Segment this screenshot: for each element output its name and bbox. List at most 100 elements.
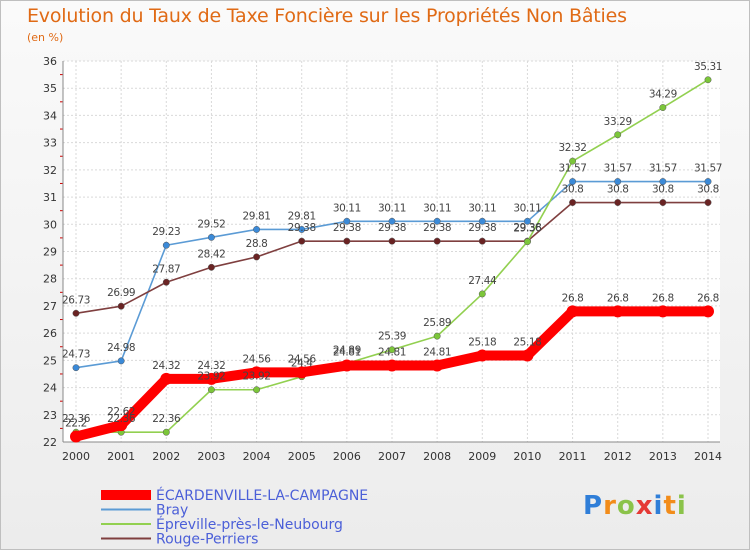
data-label: 29.38 (513, 222, 541, 234)
x-tick-label: 2006 (333, 450, 361, 463)
x-tick-label: 2005 (288, 450, 316, 463)
x-tick-label: 2003 (197, 450, 225, 463)
series-3-point (614, 199, 622, 206)
series-2-point (433, 332, 441, 340)
series-1-point (569, 178, 577, 186)
series-0-point (70, 430, 82, 443)
series-1-point (72, 364, 80, 372)
data-label: 29.38 (423, 222, 451, 234)
data-label: 24.32 (152, 360, 180, 372)
data-label: 23.92 (197, 371, 225, 383)
series-2-point (253, 386, 261, 394)
data-label: 25.18 (513, 336, 541, 348)
series-3-point (659, 199, 667, 206)
x-tick-label: 2007 (378, 450, 406, 463)
data-label: 22.62 (107, 406, 135, 418)
series-0-point (386, 359, 398, 372)
logo-letter: x (635, 491, 654, 521)
series-0-point (431, 359, 444, 372)
data-label: 27.44 (468, 275, 497, 287)
x-tick-label: 2008 (423, 450, 451, 463)
y-tick-label: 29 (43, 246, 57, 259)
series-3-point (433, 237, 441, 245)
data-label: 29.23 (152, 226, 180, 238)
x-tick-label: 2011 (559, 450, 587, 463)
x-tick-label: 2001 (107, 450, 135, 463)
legend-label: Rouge-Perriers (156, 532, 258, 548)
data-label: 31.57 (649, 163, 677, 175)
data-label: 29.38 (468, 222, 496, 234)
series-1-point (388, 217, 396, 225)
data-label: 29.38 (288, 222, 316, 234)
series-2-point (569, 157, 577, 165)
series-2-point (523, 238, 531, 246)
series-0-point (476, 349, 489, 362)
data-label: 24.98 (107, 342, 135, 354)
data-label: 31.57 (694, 163, 722, 175)
data-label: 22.36 (107, 413, 136, 425)
series-1-point (659, 178, 667, 186)
series-1-point (433, 217, 441, 225)
series-3-point (253, 253, 261, 261)
x-tick-label: 2013 (649, 450, 677, 463)
data-label: 30.11 (468, 202, 496, 214)
data-label: 24.4 (291, 358, 313, 370)
data-label: 22.36 (62, 413, 91, 425)
series-1-point (343, 217, 351, 225)
series-1-point (117, 357, 125, 365)
data-label: 25.18 (468, 336, 496, 348)
y-tick-label: 34 (43, 109, 57, 122)
data-label: 30.8 (562, 184, 584, 196)
data-label: 30.11 (333, 202, 361, 214)
data-label: 33.29 (604, 116, 632, 128)
data-label: 26.73 (62, 294, 90, 306)
data-label: 24.56 (243, 353, 272, 365)
series-3-point (72, 309, 80, 317)
y-tick-label: 22 (43, 436, 57, 449)
data-label: 24.81 (423, 347, 451, 359)
y-tick-label: 32 (43, 164, 57, 177)
data-label: 31.57 (559, 163, 587, 175)
series-2-point (388, 346, 396, 354)
data-label: 29.38 (333, 222, 361, 234)
x-tick-label: 2009 (468, 450, 496, 463)
y-tick-label: 24 (43, 382, 57, 395)
data-label: 26.8 (697, 292, 719, 304)
series-0-point (205, 372, 218, 385)
data-label: 31.57 (604, 163, 632, 175)
y-tick-label: 30 (43, 218, 57, 231)
x-tick-label: 2002 (152, 450, 180, 463)
series-0-point (295, 366, 308, 379)
y-tick-label: 36 (43, 55, 57, 68)
series-3-point (569, 199, 577, 206)
data-label: 29.38 (378, 222, 406, 234)
series-1-point (478, 217, 486, 225)
data-label: 25.89 (423, 317, 451, 329)
x-tick-label: 2010 (513, 450, 541, 463)
y-tick-label: 23 (43, 409, 57, 422)
data-label: 34.29 (649, 89, 677, 101)
series-3-point (343, 237, 351, 245)
data-label: 22.2 (65, 418, 87, 430)
chart-series (70, 76, 714, 443)
series-1-point (298, 226, 306, 233)
data-label: 26.8 (607, 292, 629, 304)
logo-letter: r (603, 491, 617, 521)
x-tick-label: 2014 (694, 450, 722, 463)
data-label: 24.81 (333, 347, 361, 359)
data-label: 30.8 (697, 184, 719, 196)
data-label: 30.11 (423, 202, 451, 214)
series-1-point (704, 178, 712, 186)
data-label: 29.81 (243, 210, 271, 222)
series-1-point (523, 217, 531, 225)
data-label: 22.36 (152, 413, 181, 425)
data-label: 29.36 (513, 223, 542, 235)
logo-letter: o (616, 491, 636, 521)
x-tick-label: 2012 (604, 450, 632, 463)
data-label: 27.87 (152, 263, 180, 275)
series-0-point (340, 359, 353, 372)
y-tick-label: 26 (43, 327, 57, 340)
data-label: 26.99 (107, 287, 135, 299)
data-label: 30.8 (607, 184, 629, 196)
